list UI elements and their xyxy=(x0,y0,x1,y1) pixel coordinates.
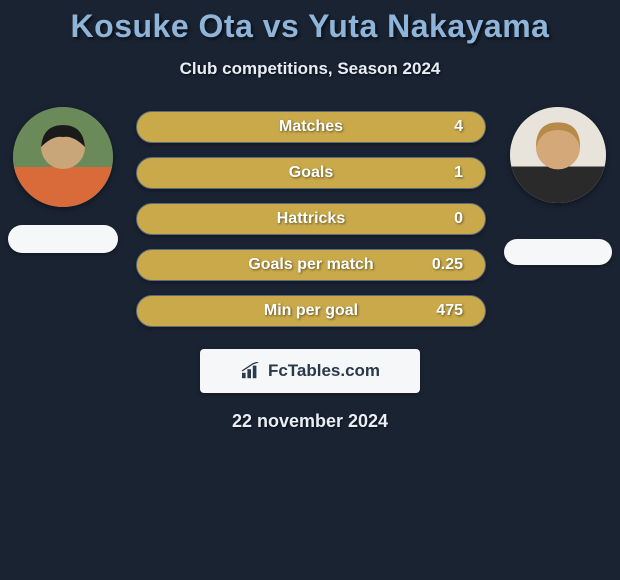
stat-value-right: 1 xyxy=(454,164,463,182)
stat-row-min-per-goal: Min per goal 475 xyxy=(136,295,486,327)
stat-label: Min per goal xyxy=(167,302,455,320)
player-left-avatar xyxy=(13,107,113,207)
stat-label: Matches xyxy=(167,118,455,136)
stat-row-goals-per-match: Goals per match 0.25 xyxy=(136,249,486,281)
player-right-column xyxy=(504,107,612,265)
player-right-name-pill xyxy=(504,239,612,265)
stat-label: Goals per match xyxy=(167,256,455,274)
player-left-name-pill xyxy=(8,225,118,253)
bar-chart-icon xyxy=(240,362,262,380)
source-logo: FcTables.com xyxy=(200,349,420,393)
logo-text: FcTables.com xyxy=(268,361,380,381)
stat-row-matches: Matches 4 xyxy=(136,111,486,143)
comparison-card: Kosuke Ota vs Yuta Nakayama Club competi… xyxy=(0,0,620,432)
comparison-content: Matches 4 Goals 1 Hattricks 0 Goals per … xyxy=(0,107,620,327)
player-left-column xyxy=(8,107,118,253)
avatar-placeholder-icon xyxy=(13,107,113,207)
avatar-placeholder-icon xyxy=(510,107,606,203)
stat-value-right: 4 xyxy=(454,118,463,136)
stat-row-goals: Goals 1 xyxy=(136,157,486,189)
stat-row-hattricks: Hattricks 0 xyxy=(136,203,486,235)
date-text: 22 november 2024 xyxy=(0,411,620,432)
stat-value-right: 0.25 xyxy=(432,256,463,274)
stats-list: Matches 4 Goals 1 Hattricks 0 Goals per … xyxy=(136,107,486,327)
stat-value-right: 0 xyxy=(454,210,463,228)
subtitle: Club competitions, Season 2024 xyxy=(0,59,620,79)
page-title: Kosuke Ota vs Yuta Nakayama xyxy=(0,8,620,45)
stat-value-right: 475 xyxy=(436,302,463,320)
player-right-avatar xyxy=(510,107,606,203)
stat-label: Goals xyxy=(167,164,455,182)
stat-label: Hattricks xyxy=(167,210,455,228)
